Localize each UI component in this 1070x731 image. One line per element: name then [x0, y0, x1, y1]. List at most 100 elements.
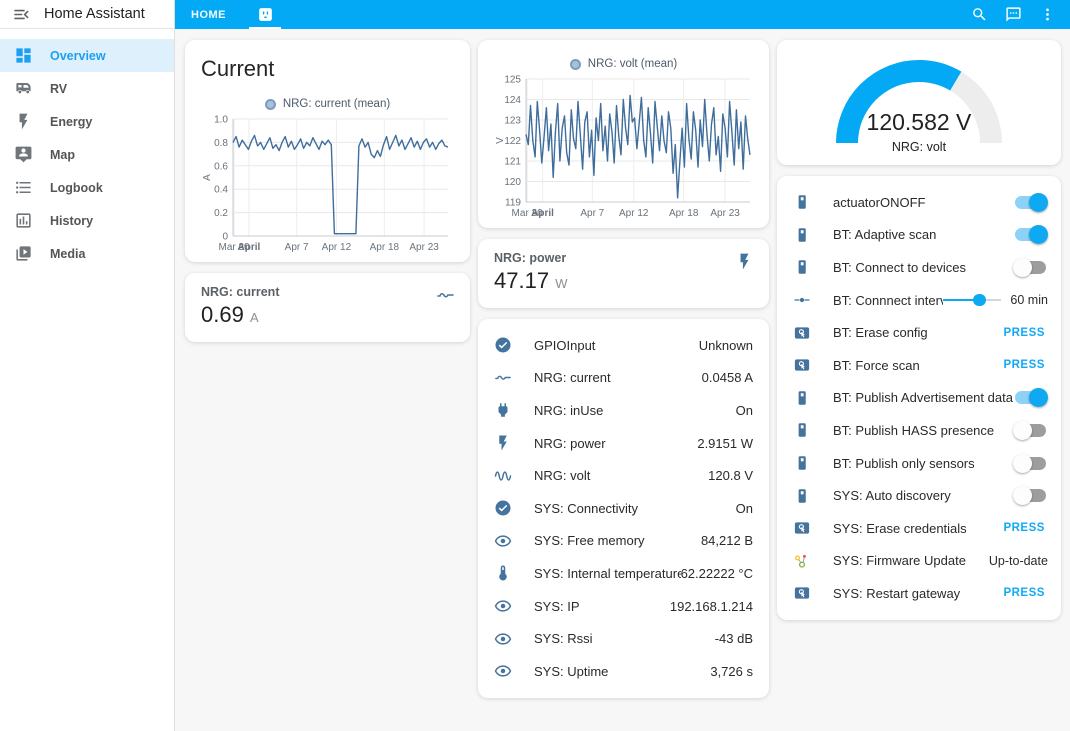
sidebar-item-energy[interactable]: Energy	[0, 105, 174, 138]
gesture-tap-button-icon	[794, 587, 810, 600]
chart-legend[interactable]: NRG: current (mean)	[201, 98, 454, 110]
toggle-switch[interactable]	[1013, 388, 1048, 408]
sensor-value: 0.69 A	[201, 302, 259, 327]
control-row-bt-publish-advertisement-data[interactable]: BT: Publish Advertisement data	[793, 382, 1048, 415]
interval-slider[interactable]	[943, 291, 1002, 310]
toggle-switch[interactable]	[1012, 257, 1048, 277]
gauge-value: 120.582 V	[866, 109, 972, 135]
control-row-bt-adaptive-scan[interactable]: BT: Adaptive scan	[793, 219, 1048, 252]
gesture-tap-button-icon	[794, 327, 810, 339]
sidebar-item-label: Map	[50, 147, 75, 162]
toggle-switch[interactable]	[1012, 453, 1048, 473]
location-title[interactable]: HOME	[191, 8, 226, 21]
entity-name: SYS: Firmware Update	[833, 553, 966, 569]
search-button[interactable]	[962, 0, 996, 29]
press-button[interactable]: PRESS	[1003, 359, 1045, 372]
press-button[interactable]: PRESS	[1003, 522, 1045, 535]
control-row-bt-connnect-interval[interactable]: BT: Connnect interval 60 min	[793, 284, 1048, 317]
entity-name: GPIOInput	[534, 337, 596, 353]
sensor-row-sys-rssi[interactable]: SYS: Rssi -43 dB	[494, 622, 753, 655]
entity-value: -43 dB	[714, 631, 753, 647]
sensor-row-sys-connectivity[interactable]: SYS: Connectivity On	[494, 492, 753, 525]
control-row-bt-force-scan[interactable]: BT: Force scan PRESS	[793, 349, 1048, 382]
format-list-bulleted-icon	[15, 181, 31, 194]
eye-icon	[494, 665, 512, 677]
entity-value: 0.0458 A	[701, 370, 753, 386]
menu-open-icon[interactable]	[12, 5, 31, 24]
sidebar-header: Home Assistant	[0, 0, 174, 29]
app-title: Home Assistant	[44, 6, 145, 22]
voice-assist-button[interactable]	[996, 0, 1030, 29]
control-row-bt-erase-config[interactable]: BT: Erase config PRESS	[793, 316, 1048, 349]
control-row-sys-auto-discovery[interactable]: SYS: Auto discovery	[793, 479, 1048, 512]
control-row-bt-publish-hass-presence[interactable]: BT: Publish HASS presence	[793, 414, 1048, 447]
sensor-row-nrg-power[interactable]: NRG: power 2.9151 W	[494, 427, 753, 460]
toggle-switch[interactable]	[1013, 225, 1048, 245]
control-row-actuatoronoff[interactable]: actuatorONOFF	[793, 186, 1048, 219]
sensor-row-sys-internal-temperature[interactable]: SYS: Internal temperature 62.22222 °C	[494, 557, 753, 590]
tab-power-view[interactable]	[246, 0, 284, 29]
svg-text:April: April	[531, 208, 554, 219]
sensor-unit: W	[555, 276, 568, 291]
current-ac-icon	[437, 292, 454, 298]
sidebar-item-map[interactable]: Map	[0, 138, 174, 171]
svg-text:Mar 30: Mar 30	[219, 242, 251, 253]
toggle-switch[interactable]	[1012, 420, 1048, 440]
svg-text:Apr 23: Apr 23	[710, 208, 740, 219]
sensor-row-nrg-volt[interactable]: NRG: volt 120.8 V	[494, 459, 753, 492]
toggle-switch[interactable]	[1013, 192, 1048, 212]
sensor-row-sys-uptime[interactable]: SYS: Uptime 3,726 s	[494, 655, 753, 688]
control-row-sys-erase-credentials[interactable]: SYS: Erase credentials PRESS	[793, 512, 1048, 545]
press-button[interactable]: PRESS	[1003, 326, 1045, 339]
entity-name: BT: Publish HASS presence	[833, 422, 995, 438]
entity-name: NRG: power	[534, 435, 606, 451]
sensor-row-gpioinput[interactable]: GPIOInput Unknown	[494, 329, 753, 362]
volt-gauge-card[interactable]: 120.582 V NRG: volt	[777, 40, 1061, 165]
sidebar-item-history[interactable]: History	[0, 204, 174, 237]
control-row-sys-restart-gateway[interactable]: SYS: Restart gateway PRESS	[793, 577, 1048, 610]
entity-value: 2.9151 W	[697, 435, 753, 451]
sidebar-item-rv[interactable]: RV	[0, 72, 174, 105]
overflow-menu-button[interactable]	[1030, 0, 1064, 29]
entity-name: actuatorONOFF	[833, 194, 926, 210]
eye-icon	[494, 600, 512, 612]
sidebar-item-overview[interactable]: Overview	[0, 39, 174, 72]
nrg-power-card[interactable]: NRG: power 47.17 W	[478, 239, 769, 308]
chart-legend[interactable]: NRG: volt (mean)	[494, 58, 753, 70]
power-plug-icon	[498, 403, 508, 418]
sidebar-item-media[interactable]: Media	[0, 237, 174, 270]
sensor-row-nrg-inuse[interactable]: NRG: inUse On	[494, 394, 753, 427]
gauge-arc	[835, 60, 1002, 144]
card-title-current: Current	[201, 56, 275, 81]
sensor-row-nrg-current[interactable]: NRG: current 0.0458 A	[494, 362, 753, 395]
toggle-switch[interactable]	[1012, 486, 1048, 506]
svg-text:Apr 23: Apr 23	[409, 242, 439, 253]
svg-text:Apr 12: Apr 12	[322, 242, 352, 253]
entity-name: SYS: Free memory	[534, 533, 645, 549]
sidebar-item-logbook[interactable]: Logbook	[0, 171, 174, 204]
top-bar: HOME	[175, 0, 1070, 29]
entity-name: SYS: Rssi	[534, 631, 593, 647]
nrg-current-card[interactable]: NRG: current 0.69 A	[185, 273, 470, 342]
column-2: NRG: volt (mean) 119 120 121 122 123 124 125 Ma…	[478, 40, 769, 698]
press-button[interactable]: PRESS	[1003, 587, 1045, 600]
ray-vertex-icon	[794, 297, 810, 303]
control-row-bt-publish-only-sensors[interactable]: BT: Publish only sensors	[793, 447, 1048, 480]
control-row-sys-firmware-update[interactable]: SYS: Firmware Update Up-to-date	[793, 545, 1048, 578]
control-row-bt-connect-to-devices[interactable]: BT: Connect to devices	[793, 251, 1048, 284]
entity-value: 3,726 s	[710, 663, 753, 679]
sidebar-item-label: Logbook	[50, 180, 103, 195]
entity-name: BT: Adaptive scan	[833, 227, 937, 243]
svg-text:0.6: 0.6	[214, 161, 228, 172]
legend-dot	[569, 58, 581, 70]
light-switch-icon	[798, 228, 806, 242]
entity-name: BT: Erase config	[833, 325, 928, 341]
legend-dot	[264, 98, 276, 110]
sensor-row-sys-ip[interactable]: SYS: IP 192.168.1.214	[494, 590, 753, 623]
current-ac-icon	[495, 375, 511, 380]
column-3: 120.582 V NRG: volt actuatorONOFF BT: Ada…	[777, 40, 1061, 620]
gauge-label: NRG: volt	[891, 140, 947, 154]
sensor-row-sys-free-memory[interactable]: SYS: Free memory 84,212 B	[494, 525, 753, 558]
